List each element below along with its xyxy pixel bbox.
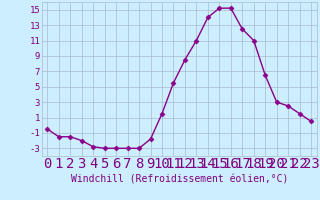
X-axis label: Windchill (Refroidissement éolien,°C): Windchill (Refroidissement éolien,°C) — [70, 174, 288, 184]
